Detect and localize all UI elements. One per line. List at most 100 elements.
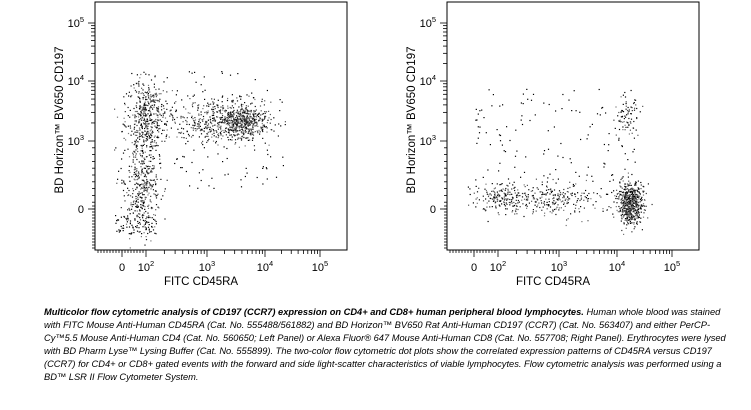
event-dot	[487, 195, 490, 198]
event-dot	[128, 233, 130, 235]
event-dot	[190, 127, 192, 129]
event-dot	[146, 216, 148, 218]
event-dot	[547, 130, 549, 132]
event-dot	[158, 128, 160, 130]
event-dot	[130, 165, 132, 168]
event-dot	[148, 229, 150, 231]
event-dot	[125, 139, 127, 141]
event-dot	[637, 216, 639, 218]
event-dot	[511, 211, 513, 213]
event-dot	[237, 137, 239, 139]
event-dot	[151, 104, 153, 106]
event-dot	[635, 181, 637, 183]
event-dot	[505, 195, 507, 197]
event-dot	[565, 224, 567, 227]
event-dot	[512, 205, 514, 207]
event-dot	[623, 233, 625, 235]
event-dot	[249, 123, 251, 126]
event-dot	[211, 136, 213, 138]
event-dot	[497, 193, 499, 195]
event-dot	[131, 130, 133, 132]
event-dot	[632, 208, 634, 210]
event-dot	[256, 176, 258, 179]
event-dot	[248, 122, 251, 124]
event-dot	[642, 194, 645, 196]
event-dot	[222, 119, 224, 121]
event-dot	[136, 210, 138, 212]
event-dot	[598, 88, 600, 91]
event-dot	[147, 94, 149, 96]
event-dot	[147, 232, 149, 235]
event-dot	[266, 178, 268, 180]
event-dot	[513, 201, 515, 204]
event-dot	[145, 229, 147, 231]
event-dot	[241, 138, 243, 140]
event-dot	[187, 140, 189, 142]
event-dot	[233, 118, 235, 120]
event-dot	[608, 144, 610, 146]
event-dot	[144, 220, 147, 222]
event-dot	[145, 187, 147, 189]
event-dot	[165, 124, 168, 126]
event-dot	[557, 193, 559, 195]
event-dot	[522, 203, 524, 205]
event-dot	[515, 129, 517, 131]
event-dot	[583, 192, 585, 194]
event-dot	[144, 244, 146, 246]
event-dot	[154, 93, 156, 95]
event-dot	[626, 212, 628, 215]
event-dot	[231, 139, 233, 141]
event-dot	[198, 127, 200, 129]
event-dot	[254, 125, 256, 127]
event-dot	[551, 190, 553, 192]
event-dot	[244, 110, 246, 112]
event-dot	[148, 136, 151, 138]
event-dot	[134, 89, 137, 92]
event-dot	[248, 110, 250, 112]
event-dot	[626, 114, 628, 116]
event-dot	[499, 195, 501, 197]
event-dot	[550, 191, 553, 194]
event-dot	[144, 108, 146, 110]
event-dot	[132, 227, 134, 229]
event-dot	[180, 131, 183, 133]
event-dot	[140, 163, 142, 165]
event-dot	[284, 121, 286, 123]
event-dot	[542, 192, 544, 194]
event-dot	[491, 190, 493, 192]
event-dot	[192, 102, 194, 104]
event-dot	[145, 97, 147, 99]
event-dot	[134, 219, 136, 221]
event-dot	[634, 192, 636, 194]
event-dot	[245, 131, 248, 133]
event-dot	[236, 109, 238, 111]
event-dot	[626, 211, 628, 213]
event-dot	[584, 196, 586, 198]
event-dot	[200, 114, 202, 116]
event-dot	[150, 188, 152, 190]
event-dot	[124, 183, 126, 185]
event-dot	[121, 131, 123, 133]
event-dot	[145, 189, 147, 191]
event-dot	[628, 183, 630, 185]
event-dot	[145, 99, 147, 101]
event-dot	[131, 204, 133, 206]
event-dot	[638, 214, 640, 216]
event-dot	[511, 193, 513, 195]
event-dot	[630, 206, 632, 208]
event-dot	[257, 131, 259, 133]
event-dot	[261, 129, 263, 131]
event-dot	[149, 150, 151, 152]
event-dot	[229, 134, 231, 136]
event-dot	[132, 212, 134, 214]
event-dot	[501, 190, 503, 192]
event-dot	[158, 88, 160, 90]
event-dot	[233, 120, 235, 122]
event-dot	[624, 207, 626, 209]
event-dot	[156, 121, 158, 123]
event-dot	[628, 199, 630, 201]
event-dot	[213, 102, 215, 104]
event-dot	[156, 125, 159, 127]
event-dot	[478, 187, 480, 189]
event-dot	[154, 219, 156, 221]
